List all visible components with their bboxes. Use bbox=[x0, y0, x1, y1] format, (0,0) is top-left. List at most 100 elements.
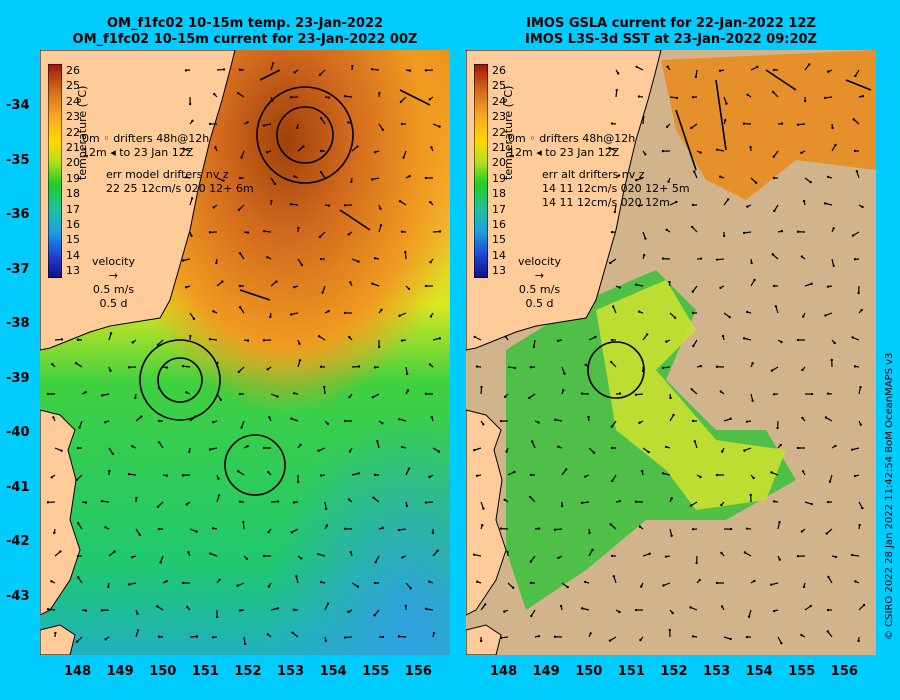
current-vector-head bbox=[823, 96, 827, 100]
current-vector-head bbox=[668, 280, 671, 284]
current-vector-head bbox=[374, 560, 377, 564]
current-vector-head bbox=[131, 445, 134, 448]
lon-tick-label: 152 bbox=[660, 664, 688, 679]
current-vector-head bbox=[584, 475, 587, 478]
lat-tick-label: -40 bbox=[6, 425, 30, 440]
current-vector-head bbox=[720, 605, 724, 608]
lon-tick-label: 148 bbox=[64, 664, 92, 679]
current-vector-head bbox=[237, 370, 241, 374]
current-vector-head bbox=[699, 364, 703, 368]
current-vector-head bbox=[637, 204, 641, 208]
current-vector-head bbox=[832, 227, 835, 230]
current-vector-head bbox=[267, 585, 271, 588]
current-vector-head bbox=[563, 372, 566, 375]
lat-tick-label: -43 bbox=[6, 588, 30, 604]
current-vector-head bbox=[343, 204, 347, 207]
current-vector-head bbox=[265, 150, 269, 154]
current-vector-head bbox=[213, 92, 216, 96]
current-vector-head bbox=[850, 553, 854, 557]
current-vector-head bbox=[289, 96, 293, 99]
current-vector-head bbox=[218, 578, 221, 582]
current-vector-head bbox=[431, 531, 435, 535]
current-vector-head bbox=[103, 420, 107, 424]
current-vector-head bbox=[610, 554, 614, 558]
credit-text: © CSIRO 2022 28 Jan 2022 11:42:54 BoM Oc… bbox=[884, 352, 895, 640]
current-vector-head bbox=[475, 474, 479, 478]
current-vector-head bbox=[862, 603, 866, 607]
current-vector-head bbox=[407, 287, 411, 290]
current-vector-head bbox=[326, 422, 330, 425]
current-vector-head bbox=[553, 635, 557, 638]
current-vector-head bbox=[638, 525, 642, 528]
current-vector-head bbox=[429, 200, 432, 204]
right-map-panel: 26 25 24 23 22 21 20 19 18 17 16 15 14 13 temperature… bbox=[466, 50, 876, 655]
current-vector-head bbox=[405, 372, 409, 376]
current-vector-head bbox=[240, 156, 243, 159]
current-vector-head bbox=[720, 450, 724, 453]
current-vector-head bbox=[267, 530, 270, 534]
current-vector-head bbox=[267, 470, 270, 474]
current-vector-head bbox=[356, 145, 359, 148]
current-vector-head bbox=[664, 445, 668, 449]
current-vector-head bbox=[376, 440, 379, 443]
current-vector-head bbox=[642, 115, 645, 119]
current-vector-head bbox=[60, 338, 64, 341]
current-vector-head bbox=[404, 604, 407, 608]
current-vector-head bbox=[691, 419, 695, 423]
current-vector-head bbox=[505, 450, 508, 453]
current-vector-head bbox=[610, 122, 614, 125]
current-vector-head bbox=[428, 363, 432, 366]
current-vector-head bbox=[670, 497, 673, 500]
colorbar-tick: 20 bbox=[66, 156, 80, 170]
lon-tick-label: 154 bbox=[745, 664, 773, 679]
current-vector-head bbox=[437, 450, 441, 453]
current-vector-head bbox=[377, 345, 381, 349]
right-velocity-legend: velocity → 0.5 m/s 0.5 d bbox=[518, 255, 561, 310]
current-vector-head bbox=[690, 126, 693, 130]
current-vector-head bbox=[236, 584, 239, 587]
current-vector-head bbox=[296, 126, 299, 130]
current-vector-head bbox=[211, 527, 215, 530]
left-title-line1: OM_f1fc02 10-15m temp. 23-Jan-2022 bbox=[106, 16, 384, 31]
current-vector-head bbox=[238, 252, 242, 255]
current-vector-head bbox=[589, 632, 592, 635]
current-vector-head bbox=[479, 639, 483, 643]
current-vector-head bbox=[131, 341, 134, 344]
current-vector-head bbox=[612, 575, 616, 578]
current-vector-head bbox=[610, 338, 614, 342]
current-vector-head bbox=[719, 175, 722, 178]
current-vector-head bbox=[217, 477, 220, 480]
current-vector-head bbox=[802, 199, 806, 203]
current-vector-head bbox=[357, 472, 361, 475]
current-vector-head bbox=[381, 526, 385, 530]
current-vector-head bbox=[428, 475, 431, 479]
current-vector-head bbox=[756, 65, 759, 69]
current-vector-head bbox=[808, 63, 811, 66]
current-vector-head bbox=[832, 264, 835, 267]
current-vector-head bbox=[720, 503, 723, 507]
current-vector-head bbox=[729, 527, 733, 531]
current-vector-head bbox=[373, 150, 377, 154]
current-vector-head bbox=[851, 234, 855, 237]
current-vector-head bbox=[745, 527, 749, 530]
current-vector-head bbox=[853, 258, 857, 261]
current-vector-head bbox=[809, 180, 812, 184]
current-vector-head bbox=[184, 176, 188, 179]
left-title-line2: OM_f1fc02 10-15m current for 23-Jan-2022… bbox=[72, 32, 418, 47]
lat-tick-label: -42 bbox=[6, 534, 30, 549]
current-vector-head bbox=[834, 444, 837, 448]
current-vector-head bbox=[608, 639, 612, 642]
current-vector-head bbox=[273, 182, 277, 186]
current-vector-head bbox=[826, 630, 829, 633]
current-vector-head bbox=[276, 607, 280, 610]
colorbar-tick: 20 bbox=[492, 156, 506, 170]
current-vector-head bbox=[240, 426, 243, 429]
lon-tick-label: 152 bbox=[234, 664, 262, 679]
current-vector-head bbox=[530, 614, 533, 618]
current-vector-head bbox=[262, 446, 266, 450]
current-vector-head bbox=[155, 605, 159, 608]
current-vector-head bbox=[752, 476, 755, 480]
current-vector-head bbox=[317, 449, 320, 452]
current-vector-head bbox=[266, 633, 270, 636]
current-vector-head bbox=[715, 581, 719, 585]
